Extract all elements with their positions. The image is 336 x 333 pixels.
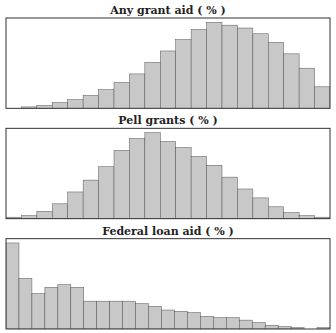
bar [149, 306, 162, 329]
bar [123, 301, 136, 329]
bar [299, 68, 314, 108]
bar [83, 180, 98, 219]
bar [162, 310, 175, 329]
bar [191, 29, 206, 108]
panel-title: Any grant aid ( % ) [109, 4, 226, 17]
bar [71, 287, 84, 329]
bar [268, 207, 283, 219]
bars [6, 133, 330, 219]
bar [145, 133, 160, 219]
plot-frame [6, 18, 330, 108]
bar [284, 54, 299, 108]
bar [265, 325, 278, 329]
bar [99, 90, 114, 109]
bar [45, 287, 58, 329]
bar [6, 243, 19, 329]
bar [226, 318, 239, 329]
bar [37, 211, 52, 218]
bar [52, 204, 67, 219]
bar [129, 139, 144, 219]
bar [253, 34, 268, 109]
bar [19, 278, 32, 329]
bar [176, 147, 191, 218]
panel-title: Federal loan aid ( % ) [102, 225, 234, 238]
bar [174, 311, 187, 329]
bar [114, 83, 129, 109]
bar [114, 150, 129, 218]
bar [222, 177, 237, 219]
bar [83, 95, 98, 108]
bar [253, 198, 268, 219]
bar [160, 51, 175, 108]
bar [284, 213, 299, 219]
bar [110, 301, 123, 329]
bar [268, 42, 283, 108]
bar [213, 318, 226, 329]
plot-frame [6, 128, 330, 218]
plot-frame [6, 239, 330, 329]
bar [99, 167, 114, 219]
bar [68, 192, 83, 219]
bar [315, 87, 330, 109]
bar [84, 301, 97, 329]
bar [52, 103, 67, 109]
chart-root: Any grant aid ( % ) Pell grants ( % ) Fede… [0, 0, 336, 333]
bars [21, 22, 330, 108]
bar [97, 301, 110, 329]
bar [207, 165, 222, 218]
bar [160, 142, 175, 219]
bar [176, 40, 191, 109]
panel-title: Pell grants ( % ) [118, 114, 217, 127]
bar [239, 320, 252, 329]
bar [58, 285, 71, 329]
bar [68, 100, 83, 109]
bar [136, 304, 149, 329]
bar [237, 28, 252, 108]
bars [6, 243, 330, 329]
bar [252, 323, 265, 329]
bar [200, 316, 213, 329]
figure: Any grant aid ( % ) Pell grants ( % ) Fede… [0, 0, 336, 333]
bar [237, 189, 252, 219]
bar [129, 74, 144, 108]
bar [145, 62, 160, 108]
bar [207, 22, 222, 108]
bar [187, 313, 200, 329]
bar [191, 156, 206, 218]
bar [32, 294, 45, 329]
bar [222, 25, 237, 108]
